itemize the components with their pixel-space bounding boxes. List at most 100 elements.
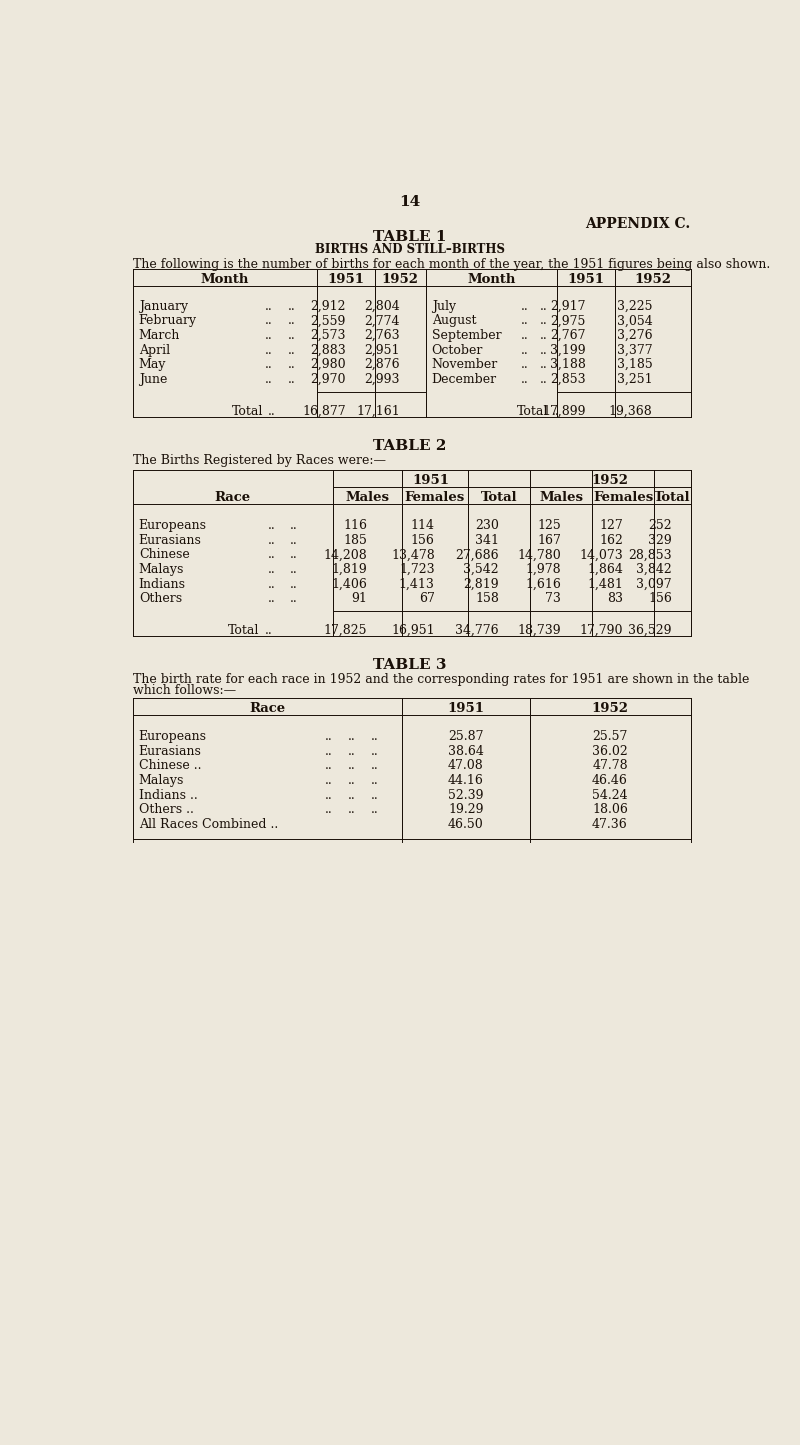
Text: July: July <box>432 299 456 312</box>
Text: ..: .. <box>348 760 356 773</box>
Text: Chinese ..: Chinese .. <box>138 760 202 773</box>
Text: 73: 73 <box>546 592 561 605</box>
Text: 14,208: 14,208 <box>324 549 367 562</box>
Text: 47.36: 47.36 <box>592 818 628 831</box>
Text: ..: .. <box>348 730 356 743</box>
Text: 67: 67 <box>419 592 435 605</box>
Text: ..: .. <box>290 549 298 562</box>
Text: ..: .. <box>265 344 273 357</box>
Text: 230: 230 <box>475 519 499 532</box>
Text: 2,980: 2,980 <box>310 358 346 371</box>
Text: ..: .. <box>290 564 298 577</box>
Text: 2,853: 2,853 <box>550 373 586 386</box>
Text: ..: .. <box>539 299 547 312</box>
Text: 2,951: 2,951 <box>365 344 400 357</box>
Text: 341: 341 <box>475 533 499 546</box>
Text: ..: .. <box>539 344 547 357</box>
Text: TABLE 1: TABLE 1 <box>374 230 446 244</box>
Text: 2,917: 2,917 <box>550 299 586 312</box>
Text: 114: 114 <box>411 519 435 532</box>
Text: 17,161: 17,161 <box>356 405 400 418</box>
Text: Malays: Malays <box>138 775 184 788</box>
Text: Europeans: Europeans <box>138 730 206 743</box>
Text: BIRTHS AND STILL–BIRTHS: BIRTHS AND STILL–BIRTHS <box>315 243 505 256</box>
Text: 2,559: 2,559 <box>310 315 346 328</box>
Text: 36,529: 36,529 <box>629 624 672 637</box>
Text: 3,251: 3,251 <box>617 373 653 386</box>
Text: 14,780: 14,780 <box>518 549 561 562</box>
Text: ..: .. <box>521 299 529 312</box>
Text: 2,763: 2,763 <box>364 329 400 342</box>
Text: ..: .. <box>290 592 298 605</box>
Text: 1,864: 1,864 <box>587 564 623 577</box>
Text: 14: 14 <box>399 195 421 210</box>
Text: 47.08: 47.08 <box>448 760 484 773</box>
Text: 52.39: 52.39 <box>448 789 483 802</box>
Text: May: May <box>138 358 166 371</box>
Text: 13,478: 13,478 <box>391 549 435 562</box>
Text: TABLE 2: TABLE 2 <box>374 439 446 454</box>
Text: 1952: 1952 <box>591 702 629 715</box>
Text: ..: .. <box>325 730 333 743</box>
Text: Others: Others <box>138 592 182 605</box>
Text: ..: .. <box>552 405 559 418</box>
Text: Total: Total <box>228 624 259 637</box>
Text: ..: .. <box>268 519 276 532</box>
Text: ..: .. <box>290 519 298 532</box>
Text: 17,899: 17,899 <box>542 405 586 418</box>
Text: 38.64: 38.64 <box>448 744 484 757</box>
Text: 2,912: 2,912 <box>310 299 346 312</box>
Text: ..: .. <box>290 578 298 591</box>
Text: 1952: 1952 <box>382 273 418 286</box>
Text: 2,774: 2,774 <box>365 315 400 328</box>
Text: September: September <box>432 329 502 342</box>
Text: Race: Race <box>250 702 286 715</box>
Text: ..: .. <box>539 358 547 371</box>
Text: ..: .. <box>539 315 547 328</box>
Text: 3,097: 3,097 <box>636 578 672 591</box>
Text: ..: .. <box>539 329 547 342</box>
Text: 91: 91 <box>351 592 367 605</box>
Text: Females: Females <box>405 491 465 504</box>
Text: ..: .. <box>288 358 296 371</box>
Text: 3,225: 3,225 <box>617 299 653 312</box>
Text: 2,876: 2,876 <box>364 358 400 371</box>
Text: 116: 116 <box>343 519 367 532</box>
Text: ..: .. <box>371 789 379 802</box>
Text: 3,377: 3,377 <box>617 344 653 357</box>
Text: February: February <box>138 315 197 328</box>
Text: The following is the number of births for each month of the year, the 1951 figur: The following is the number of births fo… <box>133 259 770 272</box>
Text: ..: .. <box>325 775 333 788</box>
Text: ..: .. <box>521 329 529 342</box>
Text: ..: .. <box>348 789 356 802</box>
Text: ..: .. <box>268 564 276 577</box>
Text: Eurasians: Eurasians <box>138 533 202 546</box>
Text: 28,853: 28,853 <box>628 549 672 562</box>
Text: 1952: 1952 <box>634 273 671 286</box>
Text: which follows:—: which follows:— <box>133 683 236 696</box>
Text: Month: Month <box>467 273 515 286</box>
Text: ..: .. <box>265 373 273 386</box>
Text: The Births Registered by Races were:—: The Births Registered by Races were:— <box>133 454 386 467</box>
Text: 2,970: 2,970 <box>310 373 346 386</box>
Text: 19.29: 19.29 <box>448 803 483 816</box>
Text: ..: .. <box>521 358 529 371</box>
Text: 1,406: 1,406 <box>331 578 367 591</box>
Text: 156: 156 <box>411 533 435 546</box>
Text: 3,054: 3,054 <box>617 315 653 328</box>
Text: 17,825: 17,825 <box>324 624 367 637</box>
Text: January: January <box>138 299 188 312</box>
Text: 2,883: 2,883 <box>310 344 346 357</box>
Text: ..: .. <box>521 373 529 386</box>
Text: Eurasians: Eurasians <box>138 744 202 757</box>
Text: 1951: 1951 <box>447 702 484 715</box>
Text: Males: Males <box>346 491 390 504</box>
Text: 2,573: 2,573 <box>310 329 346 342</box>
Text: 17,790: 17,790 <box>580 624 623 637</box>
Text: 1,616: 1,616 <box>526 578 561 591</box>
Text: ..: .. <box>325 760 333 773</box>
Text: 47.78: 47.78 <box>592 760 628 773</box>
Text: ..: .. <box>268 578 276 591</box>
Text: 18.06: 18.06 <box>592 803 628 816</box>
Text: ..: .. <box>265 329 273 342</box>
